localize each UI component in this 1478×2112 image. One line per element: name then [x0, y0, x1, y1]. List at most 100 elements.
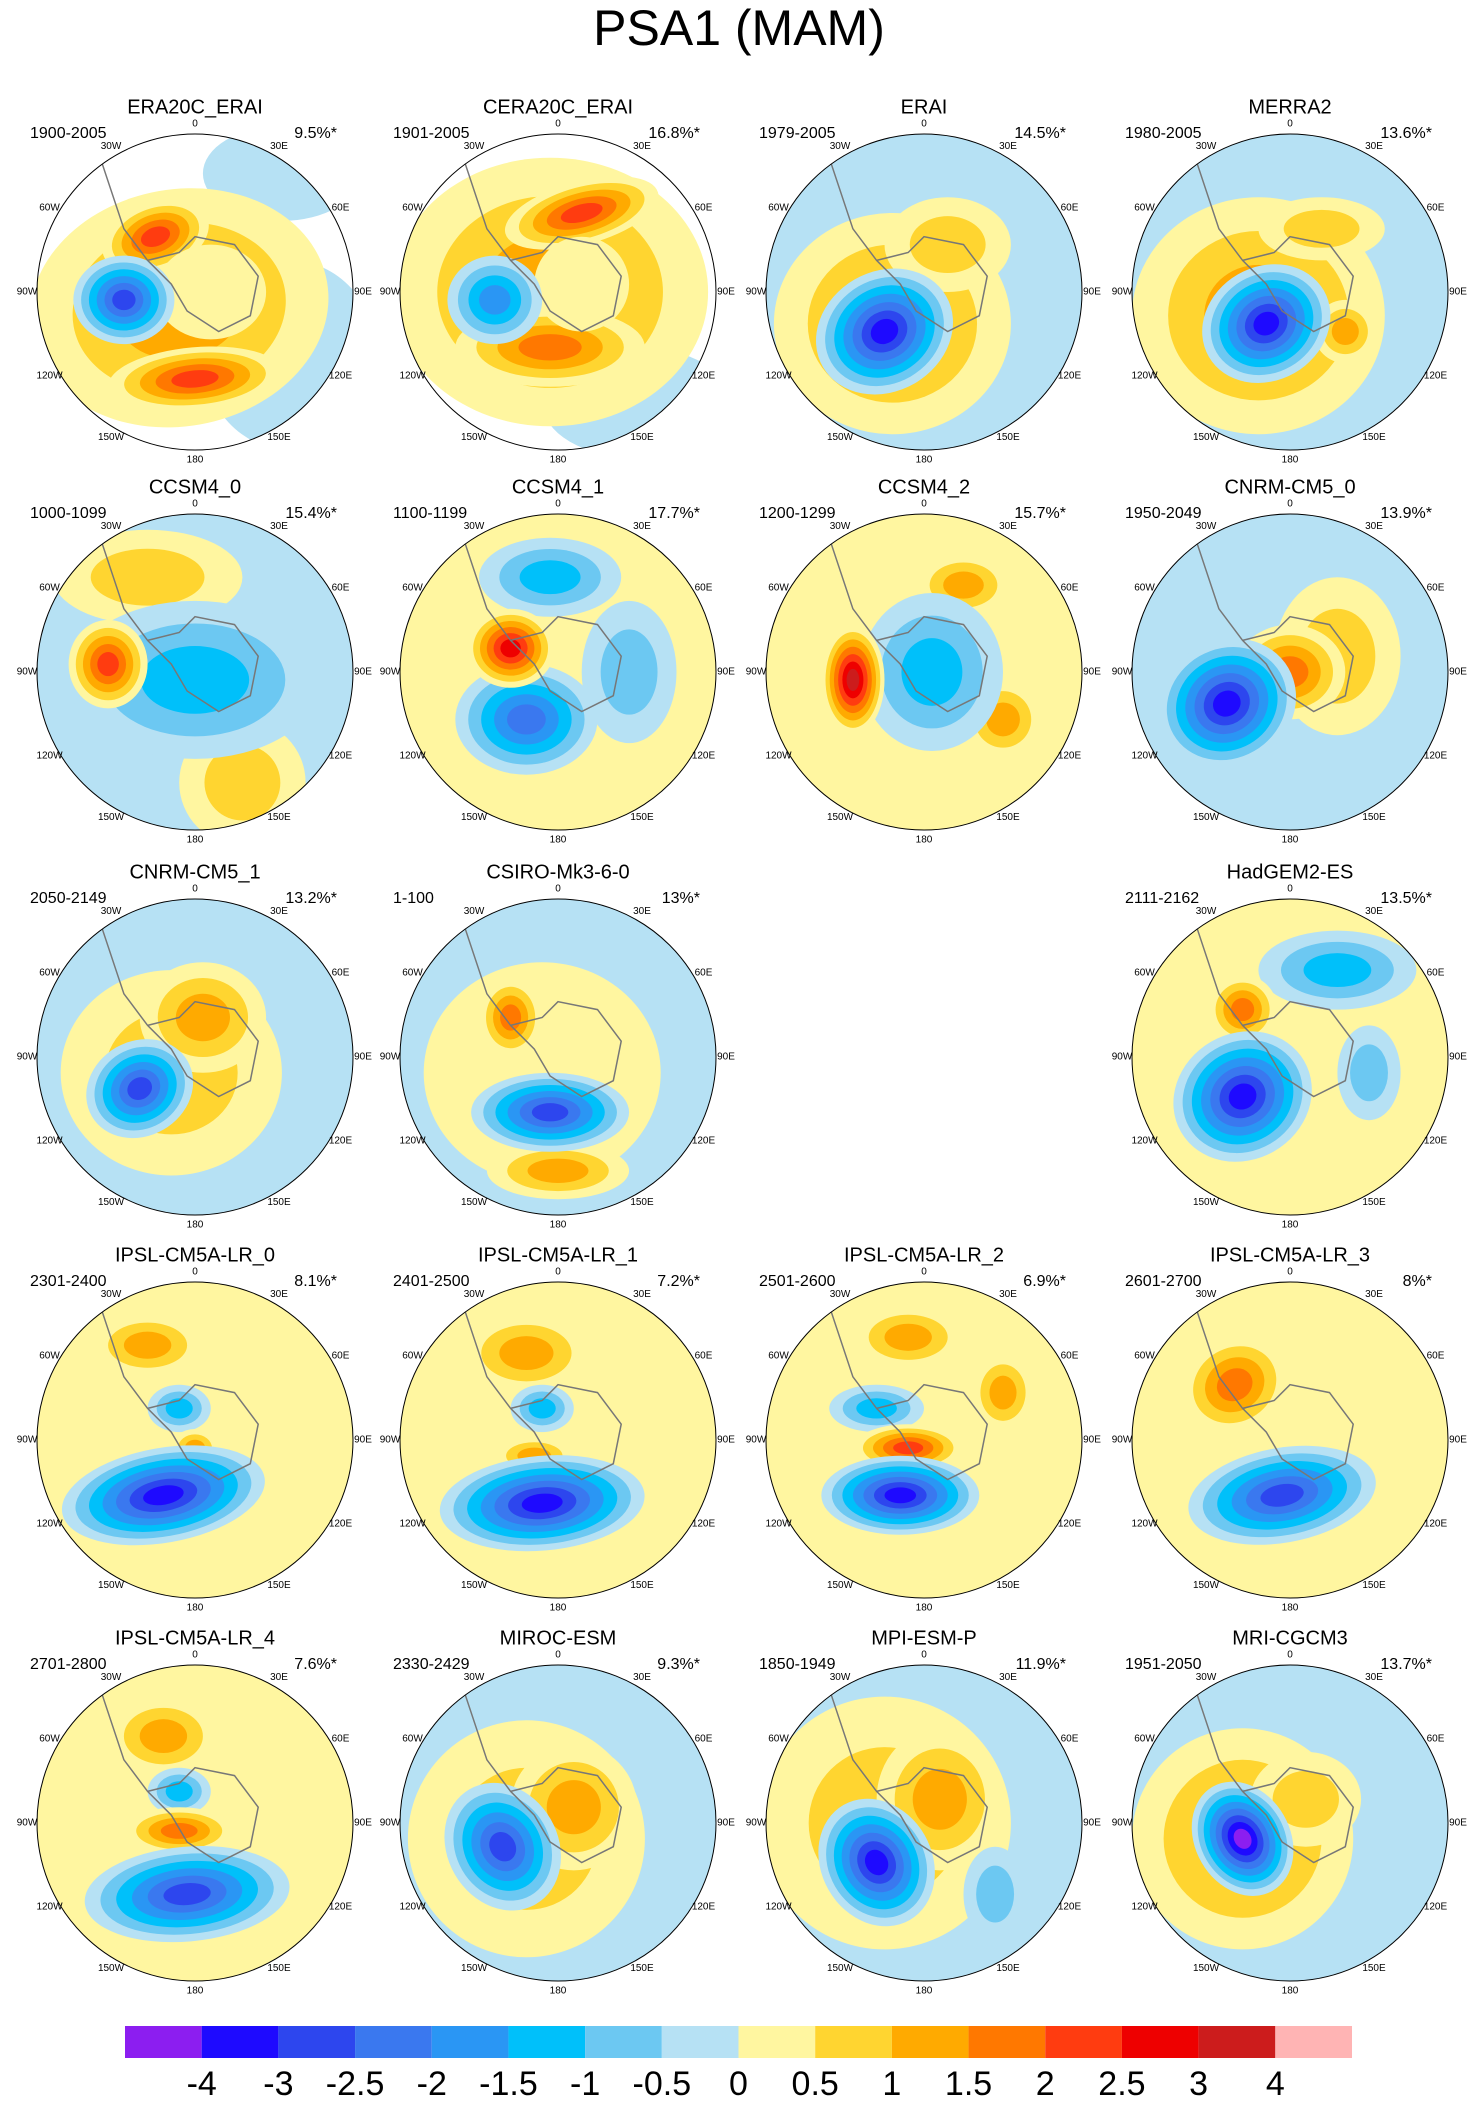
longitude-label: 30W	[464, 906, 485, 917]
longitude-label: 120W	[1131, 751, 1158, 762]
contour-fill	[528, 1398, 556, 1419]
longitude-label: 60W	[39, 203, 60, 214]
longitude-label: 120E	[1058, 1519, 1082, 1530]
colorbar-label: -0.5	[633, 2065, 692, 2103]
field	[400, 514, 716, 830]
longitude-label: 120E	[1058, 1902, 1082, 1913]
longitude-label: 0	[192, 884, 198, 895]
longitude-label: 60W	[768, 203, 789, 214]
longitude-label: 60E	[695, 583, 713, 594]
contour-fill	[143, 1485, 184, 1506]
longitude-label: 180	[916, 1986, 933, 1997]
map-border	[36, 1281, 354, 1599]
longitude-label: 0	[555, 1267, 561, 1278]
longitude-label: 60E	[695, 203, 713, 214]
panel-period: 2111-2162	[1125, 890, 1199, 907]
panel-period: 1900-2005	[30, 125, 107, 142]
longitude-label: 90W	[1112, 1818, 1133, 1829]
longitude-label: 30E	[633, 521, 651, 532]
longitude-label: 150W	[98, 1963, 125, 1974]
longitude-label: 90E	[1083, 1818, 1101, 1829]
longitude-label: 60E	[1427, 1734, 1445, 1745]
longitude-label: 60E	[332, 1734, 350, 1745]
panel-title: ERA20C_ERAI	[127, 96, 263, 118]
colorbar-label: 3	[1189, 2065, 1208, 2103]
longitude-label: 60W	[1134, 968, 1155, 979]
contour-fill	[1212, 690, 1241, 717]
contour-fill	[171, 370, 219, 388]
longitude-label: 60E	[1427, 583, 1445, 594]
panel-period: 1000-1099	[30, 505, 107, 522]
coastline	[462, 922, 623, 1098]
contour-fill	[989, 1375, 1017, 1410]
panel-period: 1951-2050	[1125, 1656, 1202, 1673]
longitude-label: 60W	[402, 203, 423, 214]
contour-fill	[479, 285, 511, 315]
longitude-label: 30E	[633, 1289, 651, 1300]
field	[1132, 1282, 1448, 1598]
coastline	[1194, 537, 1355, 713]
longitude-label: 90E	[354, 1818, 372, 1829]
longitude-label: 180	[550, 1603, 567, 1614]
panel-variance: 13.2%*	[285, 890, 337, 907]
field	[1132, 1665, 1448, 1981]
contour-fill	[1331, 317, 1359, 346]
panel-period: 1850-1949	[759, 1656, 836, 1673]
longitude-label: 150E	[1362, 1963, 1386, 1974]
longitude-label: 180	[187, 455, 204, 466]
longitude-label: 180	[1282, 1220, 1299, 1231]
contour-fill	[507, 704, 546, 735]
contour-fill	[546, 1780, 601, 1835]
colorbar-box	[661, 2026, 739, 2058]
colorbar-box	[891, 2026, 969, 2058]
panel-title: CNRM-CM5_1	[129, 861, 260, 883]
longitude-label: 60E	[1061, 1351, 1079, 1362]
map-border	[36, 1664, 354, 1982]
coastline	[1194, 1688, 1355, 1864]
panel-variance: 8%*	[1403, 1273, 1432, 1290]
longitude-label: 180	[1282, 455, 1299, 466]
colorbar-box	[968, 2026, 1046, 2058]
longitude-label: 150E	[996, 1963, 1020, 1974]
panel-title: MRI-CGCM3	[1232, 1627, 1348, 1649]
longitude-label: 90E	[717, 287, 735, 298]
longitude-label: 90E	[717, 1052, 735, 1063]
coastline	[828, 157, 989, 333]
longitude-label: 60W	[768, 1734, 789, 1745]
panel-period: 2301-2400	[30, 1273, 107, 1290]
longitude-label: 90W	[746, 667, 767, 678]
panel-title: CCSM4_2	[878, 476, 970, 498]
longitude-label: 30W	[830, 1672, 851, 1683]
colorbar-label: 4	[1266, 2065, 1285, 2103]
longitude-label: 150E	[1362, 432, 1386, 443]
longitude-label: 120W	[1131, 1902, 1158, 1913]
contour-fill	[97, 652, 119, 677]
contour-fill	[140, 226, 171, 247]
panel-period: 1950-2049	[1125, 505, 1202, 522]
contour-fill	[500, 1004, 522, 1031]
longitude-label: 30W	[830, 141, 851, 152]
longitude-label: 30E	[999, 1672, 1017, 1683]
longitude-label: 150W	[461, 812, 488, 823]
longitude-label: 90W	[1112, 1052, 1133, 1063]
longitude-label: 150E	[1362, 812, 1386, 823]
longitude-label: 90E	[1449, 287, 1467, 298]
field	[400, 899, 716, 1215]
coastline	[462, 1305, 623, 1481]
contour-fill	[204, 744, 281, 821]
colorbar-box	[508, 2026, 586, 2058]
contour-fill	[519, 560, 581, 595]
field	[400, 1665, 716, 1981]
longitude-label: 60E	[1427, 203, 1445, 214]
contour-fill	[1132, 1282, 1448, 1598]
longitude-label: 30E	[270, 141, 288, 152]
longitude-label: 90W	[380, 1818, 401, 1829]
contour-fill	[163, 1883, 211, 1906]
panel-title: IPSL-CM5A-LR_4	[115, 1627, 275, 1649]
contour-fill	[400, 1282, 716, 1598]
panel-period: 2401-2500	[393, 1273, 470, 1290]
panel-variance: 9.3%*	[657, 1656, 700, 1673]
longitude-label: 90W	[746, 1435, 767, 1446]
contour-fill	[123, 1331, 172, 1359]
contour-fill	[1228, 1083, 1257, 1110]
